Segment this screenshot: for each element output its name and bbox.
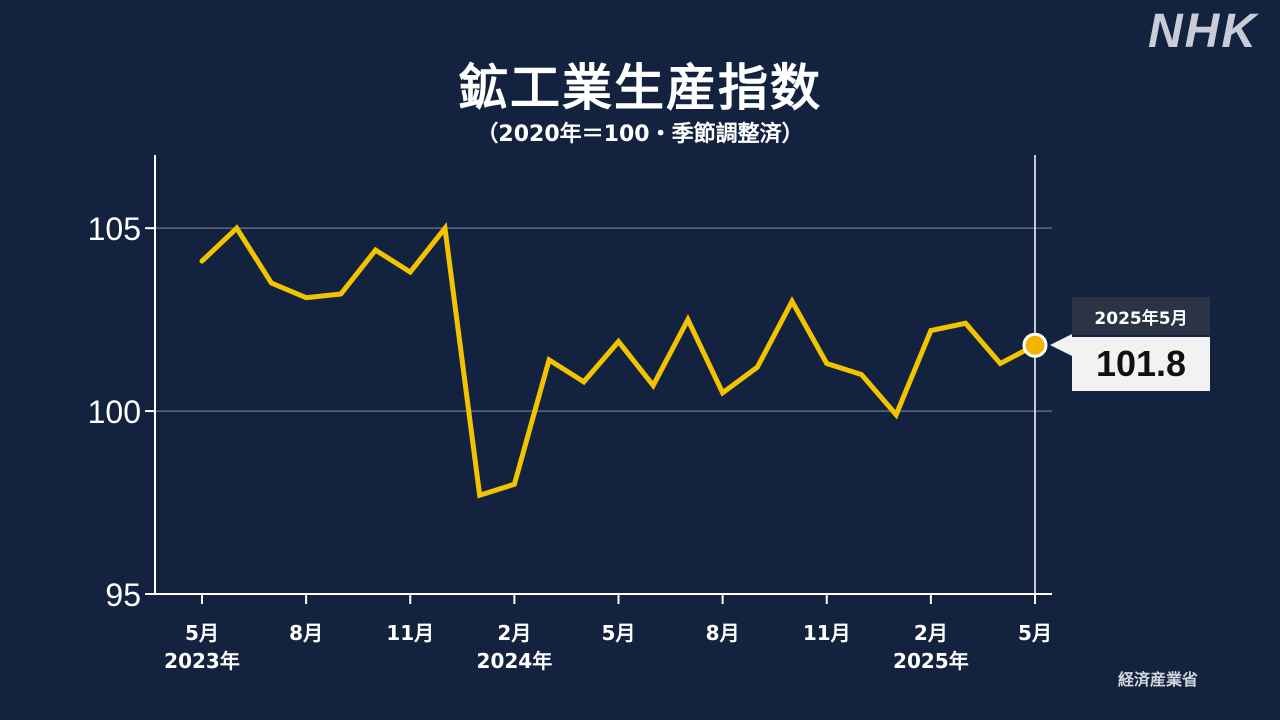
y-tick-label: 100 xyxy=(88,394,141,430)
y-tick-label: 95 xyxy=(105,577,141,613)
y-tick-label: 105 xyxy=(88,211,141,247)
x-tick-label: 11月 xyxy=(386,621,434,645)
source-credit: 経済産業省 xyxy=(1118,670,1199,689)
x-tick-year-label: 2025年 xyxy=(893,649,969,673)
x-tick-year-label: 2024年 xyxy=(477,649,553,673)
x-tick-label: 11月 xyxy=(803,621,851,645)
x-tick-label: 8月 xyxy=(706,621,740,645)
x-tick-label: 5月 xyxy=(185,621,219,645)
nhk-logo: NHK xyxy=(1148,5,1258,58)
chart-title: 鉱工業生産指数 xyxy=(458,59,822,117)
x-tick-year-label: 2023年 xyxy=(164,649,240,673)
latest-value: 101.8 xyxy=(1072,337,1210,391)
x-tick-label: 5月 xyxy=(602,621,636,645)
x-tick-label: 2月 xyxy=(497,621,531,645)
chart-subtitle: （2020年＝100・季節調整済） xyxy=(476,122,804,147)
latest-data-point xyxy=(1022,332,1048,358)
x-tick-label: 2月 xyxy=(914,621,948,645)
latest-value-date: 2025年5月 xyxy=(1072,297,1210,335)
x-tick-label: 5月 xyxy=(1018,621,1052,645)
data-series-line xyxy=(199,221,1038,499)
callout-pointer-icon xyxy=(1050,334,1072,356)
x-tick-label: 8月 xyxy=(289,621,323,645)
